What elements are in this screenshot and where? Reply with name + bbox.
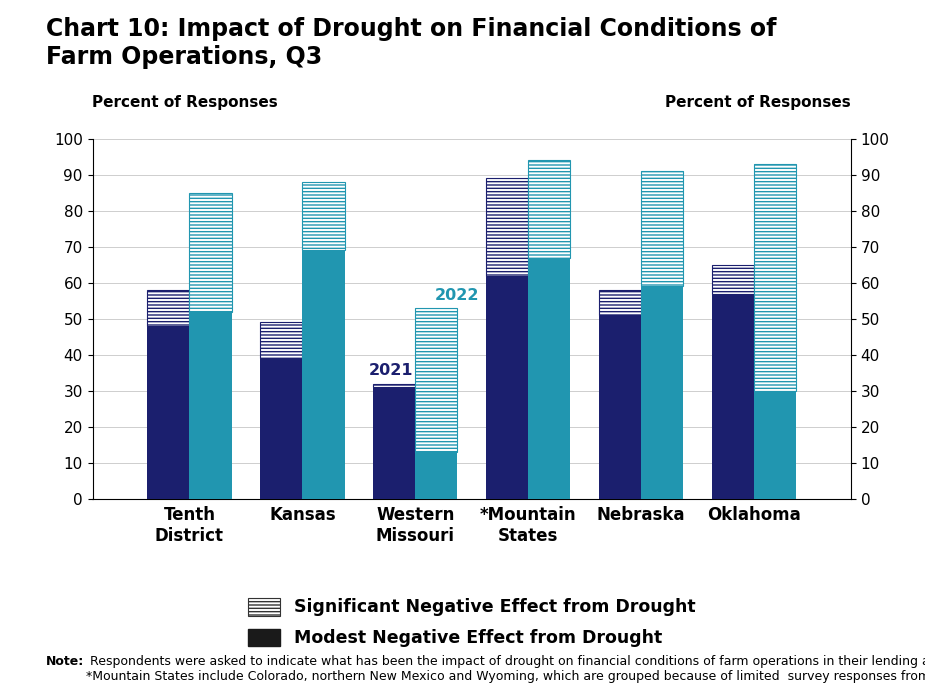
Bar xyxy=(528,160,571,258)
Text: Percent of Responses: Percent of Responses xyxy=(92,95,278,109)
Text: Note:: Note: xyxy=(46,655,84,668)
Text: Farm Operations, Q3: Farm Operations, Q3 xyxy=(46,45,323,69)
Bar xyxy=(260,358,302,499)
Text: Chart 10: Impact of Drought on Financial Conditions of: Chart 10: Impact of Drought on Financial… xyxy=(46,17,777,42)
Bar xyxy=(415,308,458,452)
Bar xyxy=(712,294,754,499)
Bar xyxy=(599,315,641,499)
Bar xyxy=(147,326,190,499)
Bar xyxy=(190,193,231,312)
Bar xyxy=(754,391,796,499)
Legend: Significant Negative Effect from Drought, Modest Negative Effect from Drought: Significant Negative Effect from Drought… xyxy=(249,598,695,647)
Bar xyxy=(302,250,344,499)
Bar xyxy=(486,276,528,499)
Bar xyxy=(373,387,415,499)
Text: 2021: 2021 xyxy=(369,363,413,378)
Text: Respondents were asked to indicate what has been the impact of drought on financ: Respondents were asked to indicate what … xyxy=(86,655,925,683)
Bar xyxy=(712,265,754,294)
Bar xyxy=(190,312,231,499)
Bar xyxy=(302,182,344,250)
Bar xyxy=(260,322,302,358)
Bar xyxy=(147,290,190,326)
Bar xyxy=(599,290,641,315)
Bar xyxy=(486,178,528,276)
Bar xyxy=(754,164,796,391)
Text: Percent of Responses: Percent of Responses xyxy=(665,95,851,109)
Bar xyxy=(373,384,415,387)
Bar xyxy=(641,286,684,499)
Bar xyxy=(641,171,684,286)
Text: 2022: 2022 xyxy=(435,288,480,303)
Bar xyxy=(415,452,458,499)
Bar xyxy=(528,258,571,499)
